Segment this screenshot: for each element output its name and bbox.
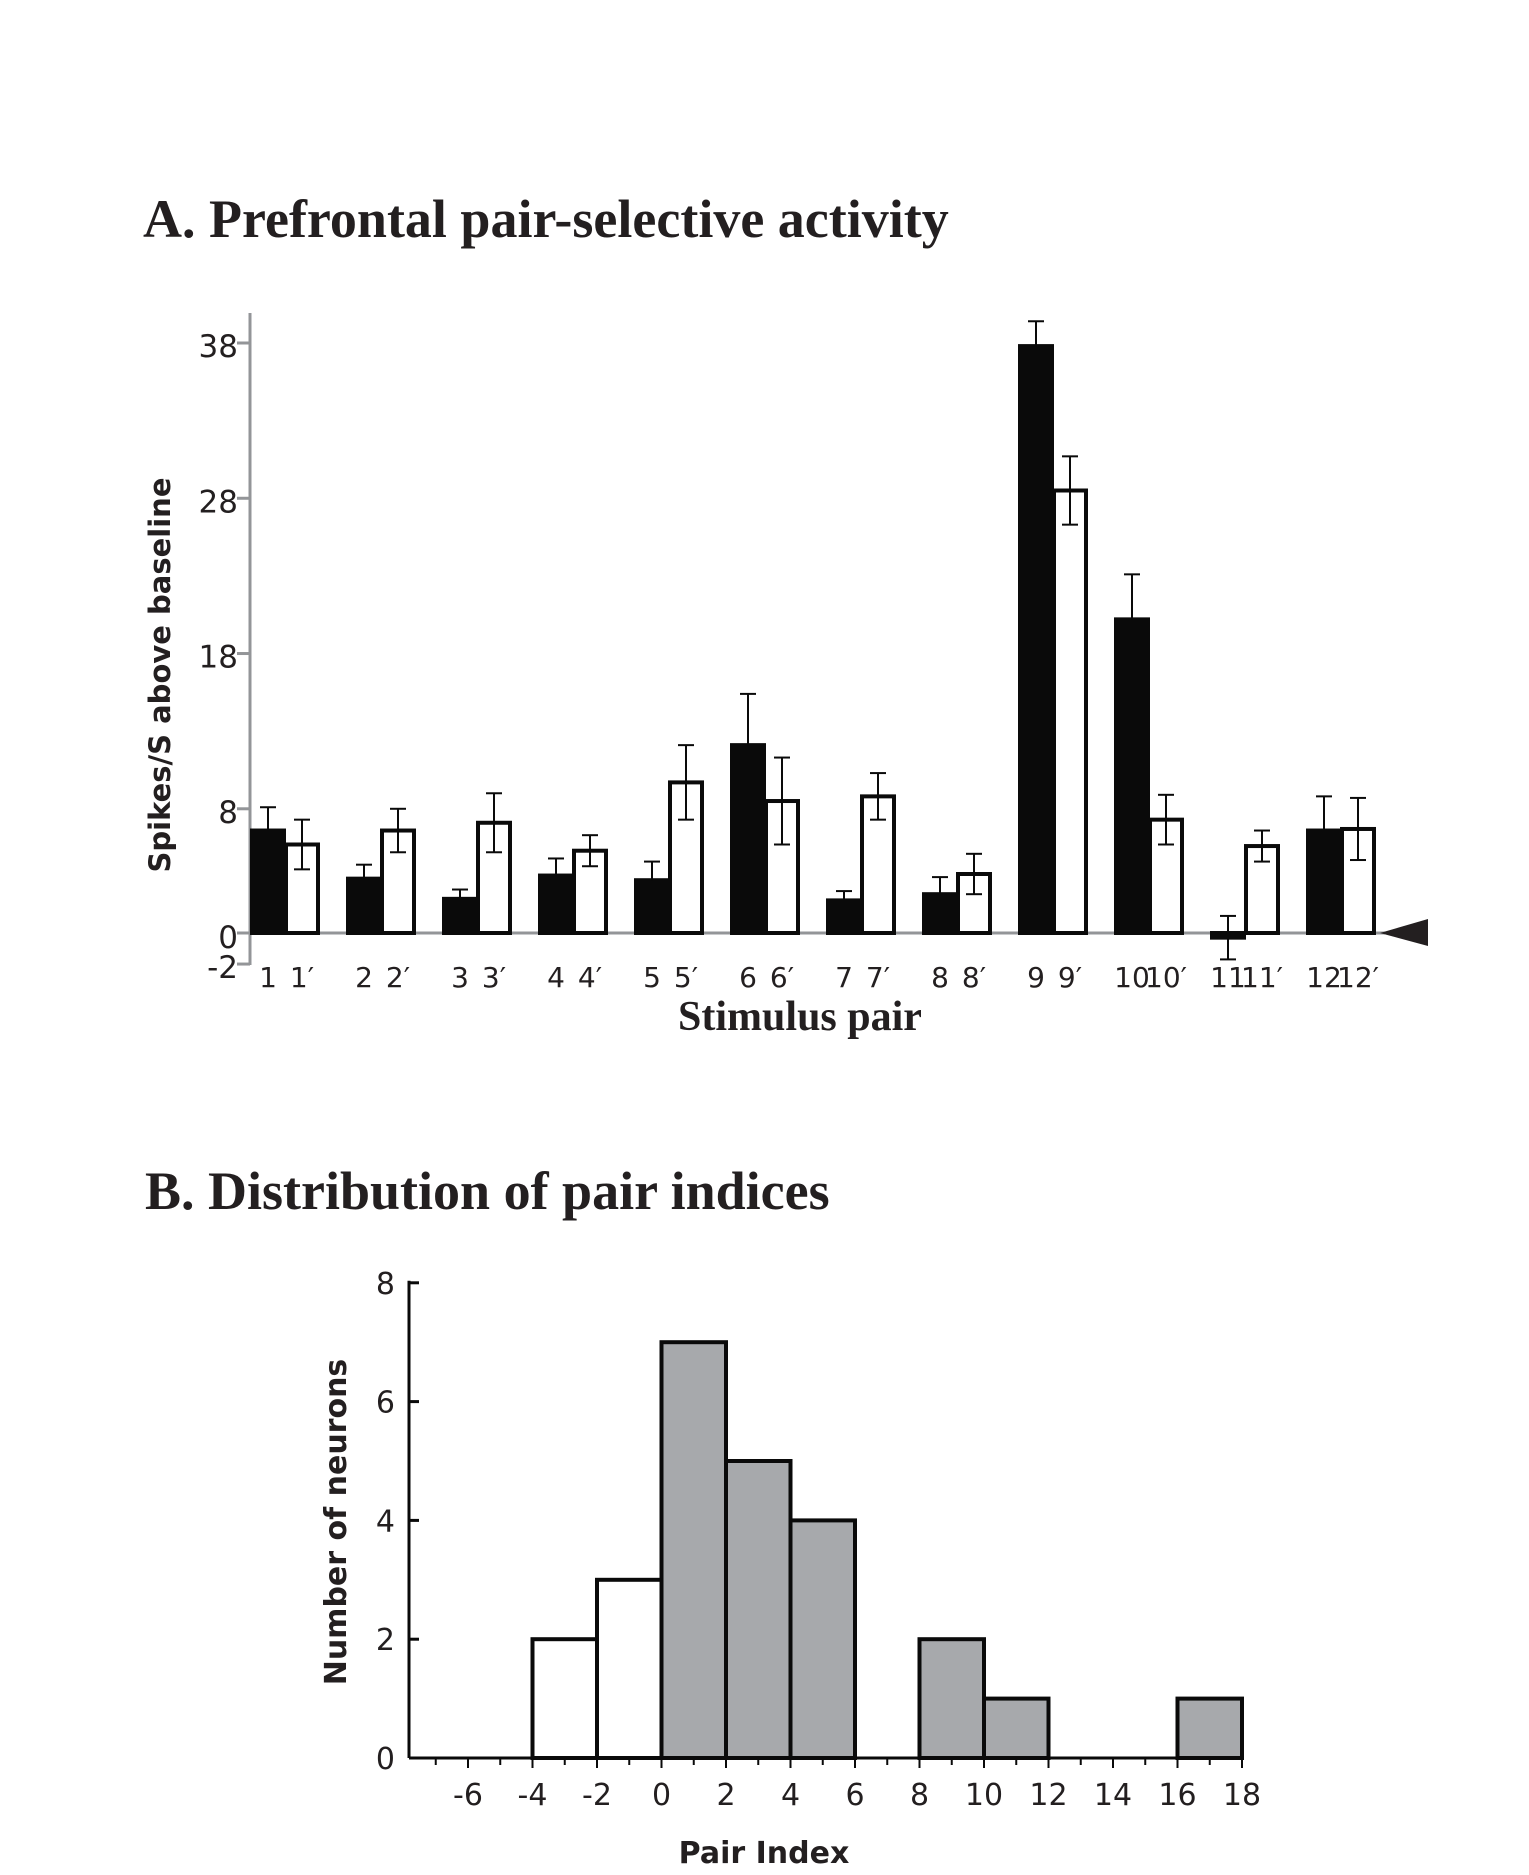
histogram-bin-6 — [917, 1637, 986, 1760]
y-tick-label-a: 28 — [199, 484, 238, 520]
x-tick-label-b: 8 — [910, 1778, 929, 1813]
x-tick-label-a: 7 — [835, 961, 853, 994]
x-tick-label-a: 12′ — [1337, 961, 1379, 994]
x-tick-label-b: 6 — [845, 1778, 864, 1813]
y-tick-label-a: 0 — [218, 920, 238, 956]
x-tick-label-a: 8′ — [962, 961, 986, 994]
x-tick-label-a: 1 — [259, 961, 277, 994]
histogram-bin-3 — [659, 1340, 728, 1760]
x-tick-label-a: 5′ — [674, 961, 698, 994]
bar-stimulus-prime-10 — [1148, 817, 1184, 935]
y-tick-label-b: 6 — [376, 1386, 395, 1421]
y-tick-label-b: 8 — [376, 1267, 395, 1302]
y-tick-label-b: 0 — [376, 1742, 395, 1777]
x-tick-label-b: -2 — [582, 1778, 612, 1813]
histogram-bin-2 — [595, 1577, 664, 1761]
x-axis-title-a: Stimulus pair — [678, 994, 922, 1040]
chart-b-pair-index-histogram: 0 2 4 6 8 -6 -4 -2 0 2 4 6 8 10 12 14 16 18 Pair Index Numb… — [319, 1267, 1261, 1871]
histogram-bin-7 — [982, 1696, 1051, 1760]
x-tick-label-a: 11′ — [1241, 961, 1283, 994]
histogram-bin-4 — [724, 1459, 793, 1760]
x-tick-label-b: 0 — [652, 1778, 671, 1813]
y-tick-label-b: 2 — [376, 1623, 395, 1658]
x-tick-label-a: 3 — [451, 961, 469, 994]
y-axis-title-a: Spikes/S above baseline — [143, 478, 177, 873]
y-tick-label-a: 8 — [218, 795, 238, 831]
x-tick-label-a: 4 — [547, 961, 565, 994]
panel-b-title: B. Distribution of pair indices — [145, 1161, 830, 1221]
bar-stimulus-prime-9 — [1052, 488, 1088, 935]
x-tick-label-a: 2′ — [386, 961, 410, 994]
y-tick-label-a: 38 — [199, 329, 238, 365]
x-tick-label-b: 18 — [1223, 1778, 1261, 1813]
histogram-bin-1 — [530, 1637, 599, 1760]
x-tick-label-a: 1′ — [290, 961, 314, 994]
x-tick-label-b: 16 — [1158, 1778, 1196, 1813]
y-tick-label-a: 18 — [199, 640, 238, 676]
x-tick-label-a: 6 — [739, 961, 757, 994]
x-tick-label-a: 3′ — [482, 961, 506, 994]
panel-a-title: A. Prefrontal pair-selective activity — [143, 189, 949, 249]
histogram-bin-5 — [788, 1518, 857, 1761]
x-tick-label-b: 12 — [1029, 1778, 1067, 1813]
x-tick-label-a: 11 — [1210, 961, 1246, 994]
x-tick-label-b: -6 — [453, 1778, 483, 1813]
x-tick-label-a: 10 — [1114, 961, 1150, 994]
x-tick-label-a: 9′ — [1058, 961, 1082, 994]
x-tick-label-a: 10′ — [1145, 961, 1187, 994]
y-axis-title-b: Number of neurons — [319, 1359, 354, 1686]
x-tick-label-a: 9 — [1027, 961, 1045, 994]
y-tick-label-a: -2 — [207, 950, 238, 986]
x-tick-label-b: 4 — [781, 1778, 800, 1813]
x-tick-label-a: 12 — [1306, 961, 1342, 994]
x-tick-label-a: 2 — [355, 961, 373, 994]
bar-stimulus-9 — [1018, 344, 1054, 935]
x-tick-label-b: -4 — [518, 1778, 548, 1813]
bar-stimulus-10 — [1114, 617, 1150, 935]
x-tick-label-a: 5 — [643, 961, 661, 994]
baseline-arrowhead-marker — [1380, 919, 1428, 946]
x-tick-label-b: 14 — [1094, 1778, 1132, 1813]
x-axis-title-b: Pair Index — [679, 1836, 850, 1871]
x-tick-label-b: 2 — [716, 1778, 735, 1813]
histogram-bin-8 — [1175, 1696, 1244, 1760]
x-tick-label-b: 10 — [965, 1778, 1003, 1813]
x-tick-label-a: 7′ — [866, 961, 890, 994]
x-tick-label-a: 8 — [931, 961, 949, 994]
y-tick-label-b: 4 — [376, 1504, 395, 1539]
x-tick-label-a: 4′ — [578, 961, 602, 994]
x-tick-label-a: 6′ — [770, 961, 794, 994]
